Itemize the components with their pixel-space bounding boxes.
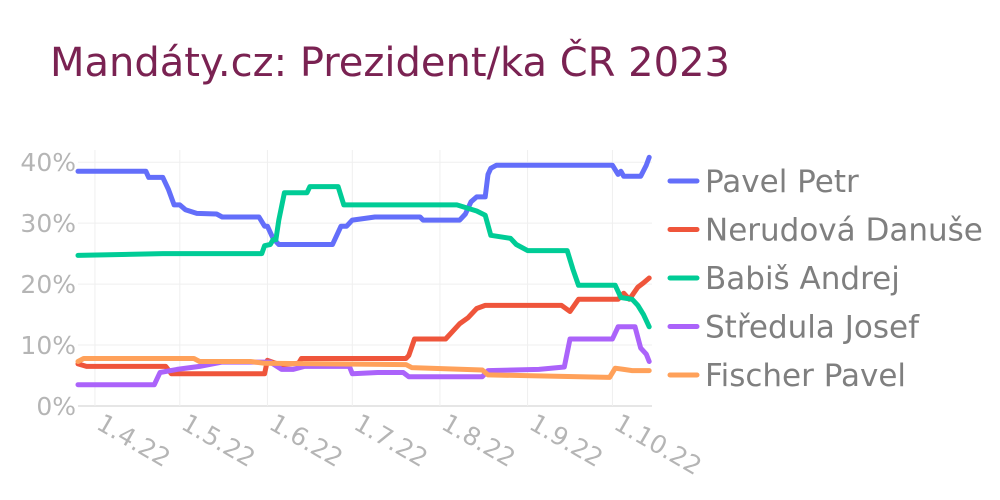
- x-tick-label: 1.4.22: [92, 408, 175, 473]
- x-tick-label: 1.9.22: [525, 408, 608, 473]
- grid: [78, 150, 652, 407]
- series-line-0: [75, 154, 652, 247]
- y-tick-label: 30%: [20, 209, 76, 238]
- series-lines: [75, 154, 652, 388]
- x-tick-label: 1.8.22: [437, 408, 520, 473]
- x-axis-ticks: 1.4.22 1.5.22 1.6.22 1.7.22 1.8.22 1.9.22 1.10…: [92, 408, 707, 481]
- x-tick-label: 1.6.22: [264, 408, 347, 473]
- legend-label: Pavel Petr: [705, 164, 859, 200]
- legend-label: Středula Josef: [705, 310, 920, 346]
- y-tick-label: 10%: [20, 331, 76, 360]
- legend: Pavel Petr Nerudová Danuše Babiš Andrej Stř…: [667, 164, 983, 394]
- chart-title: Mandáty.cz: Prezident/ka ČR 2023: [50, 38, 730, 86]
- x-tick-label: 1.5.22: [177, 408, 260, 473]
- x-tick-label: 1.7.22: [349, 408, 432, 473]
- series-line-3: [75, 324, 652, 388]
- series-line-2: [75, 184, 652, 330]
- y-tick-label: 20%: [20, 270, 76, 299]
- series-line-4: [75, 356, 652, 380]
- y-tick-label: 0%: [36, 392, 76, 421]
- legend-label: Fischer Pavel: [705, 358, 906, 394]
- x-tick-label: 1.10.22: [609, 408, 706, 481]
- legend-label: Babiš Andrej: [705, 261, 900, 297]
- legend-label: Nerudová Danuše: [705, 213, 983, 249]
- y-tick-label: 40%: [20, 148, 76, 177]
- y-axis-ticks: 0% 10% 20% 30% 40%: [20, 148, 76, 421]
